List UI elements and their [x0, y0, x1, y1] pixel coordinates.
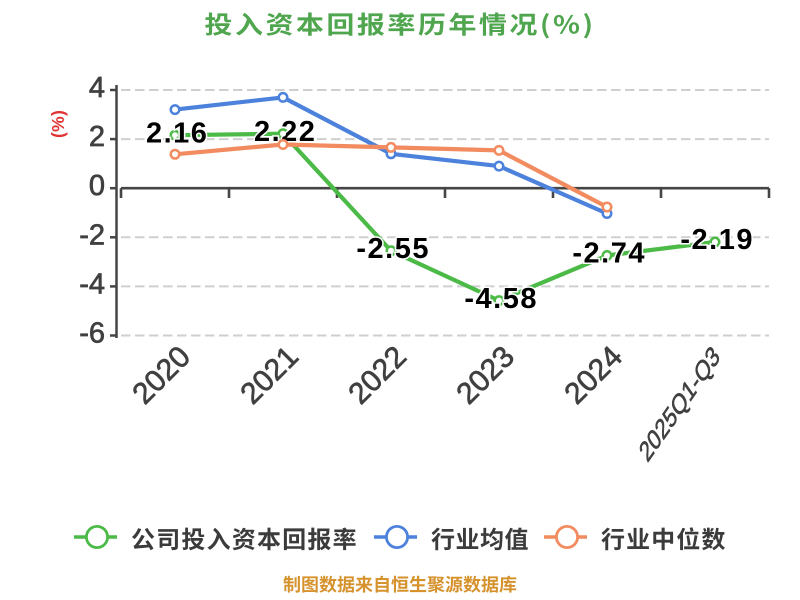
svg-text:2.16: 2.16 [146, 117, 208, 149]
svg-text:0: 0 [89, 170, 105, 202]
svg-text:4: 4 [89, 72, 105, 104]
svg-text:(%): (%) [48, 110, 68, 138]
svg-text:-2.19: -2.19 [680, 224, 754, 256]
svg-text:-2: -2 [79, 219, 105, 251]
svg-text:2: 2 [89, 121, 105, 153]
svg-text:-4: -4 [79, 268, 105, 300]
svg-text:-6: -6 [79, 318, 105, 350]
svg-text:-2.55: -2.55 [356, 233, 430, 265]
